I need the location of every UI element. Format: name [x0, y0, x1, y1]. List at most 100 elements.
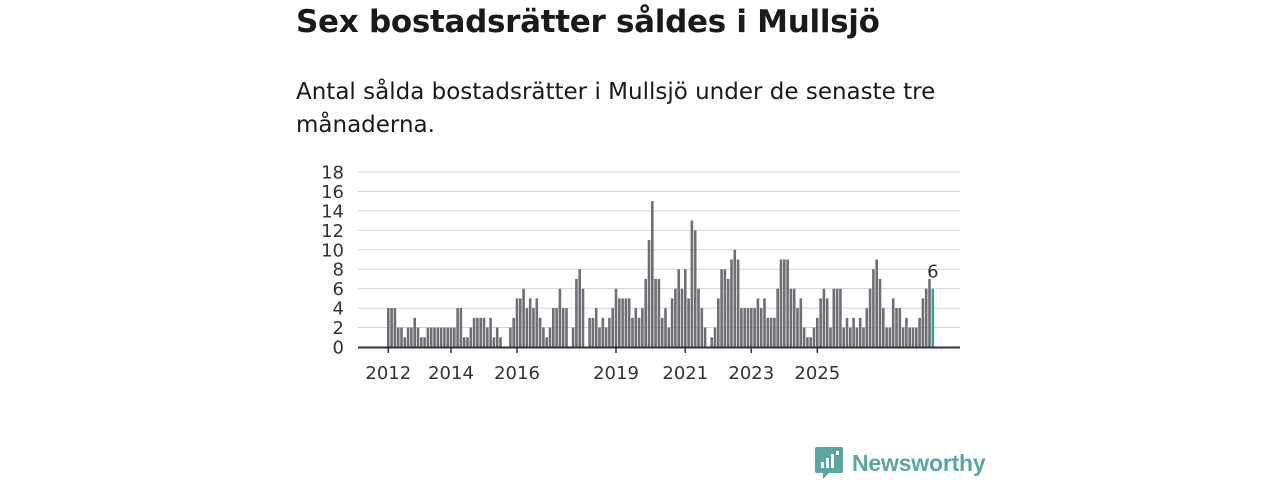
- y-tick-label: 0: [333, 338, 344, 359]
- bar: [690, 220, 694, 347]
- bar: [472, 317, 476, 347]
- bar: [624, 298, 628, 347]
- bar: [528, 298, 532, 347]
- bar: [822, 288, 826, 347]
- x-tick-label: 2021: [662, 363, 708, 384]
- bar: [740, 308, 743, 347]
- bar: [495, 327, 499, 347]
- bar: [578, 269, 581, 347]
- bar: [618, 298, 621, 347]
- bar: [561, 308, 565, 347]
- bar: [581, 288, 585, 347]
- bar: [449, 327, 453, 347]
- bar: [736, 259, 740, 347]
- bar: [535, 298, 539, 347]
- bar: [387, 308, 390, 347]
- bar: [416, 327, 420, 347]
- bar: [621, 298, 624, 347]
- bar: [393, 308, 397, 347]
- bar: [647, 240, 651, 347]
- bar: [733, 249, 737, 347]
- bar: [710, 337, 713, 347]
- bar: [750, 308, 753, 347]
- newsworthy-logo: Newsworthy: [814, 446, 986, 480]
- bar: [717, 298, 720, 347]
- bar: [885, 327, 888, 347]
- bar: [898, 308, 902, 347]
- bar: [915, 327, 918, 347]
- bar: [608, 317, 611, 347]
- y-tick-label: 2: [333, 318, 344, 339]
- bar: [677, 269, 680, 347]
- bar: [792, 288, 796, 347]
- bar: [410, 327, 413, 347]
- bar: [601, 317, 605, 347]
- bar: [921, 298, 925, 347]
- bar: [664, 308, 667, 347]
- bar: [476, 317, 479, 347]
- y-tick-label: 18: [321, 163, 344, 184]
- bar: [614, 288, 618, 347]
- bar: [924, 288, 928, 347]
- bar: [839, 288, 842, 347]
- bar: [439, 327, 443, 347]
- bar-series: [387, 201, 935, 347]
- bar: [515, 298, 519, 347]
- bar: [753, 308, 756, 347]
- bar: [552, 308, 555, 347]
- bar: [598, 327, 601, 347]
- bar: [832, 288, 836, 347]
- bar: [654, 278, 657, 347]
- bar: [657, 278, 661, 347]
- bar: [865, 308, 869, 347]
- bar: [789, 288, 793, 347]
- bar: [868, 288, 872, 347]
- bar: [700, 308, 704, 347]
- bar: [492, 337, 496, 347]
- bar: [697, 288, 700, 347]
- y-tick-label: 14: [321, 201, 344, 222]
- bar: [429, 327, 433, 347]
- bar: [469, 327, 473, 347]
- chart-subtitle: Antal sålda bostadsrätter i Mullsjö unde…: [296, 79, 936, 138]
- bar: [703, 327, 707, 347]
- bar: [482, 317, 486, 347]
- bar: [390, 308, 393, 347]
- bar: [525, 308, 529, 347]
- bar: [878, 278, 882, 347]
- bar: [571, 327, 575, 347]
- y-tick-label: 12: [321, 221, 344, 242]
- bar: [809, 337, 812, 347]
- bar: [545, 337, 548, 347]
- bar: [759, 308, 763, 347]
- bar: [829, 327, 832, 347]
- bar: [684, 269, 687, 347]
- bar: [575, 278, 578, 347]
- bar: [911, 327, 915, 347]
- bar: [849, 327, 852, 347]
- bar: [862, 327, 865, 347]
- bar: [723, 269, 727, 347]
- bar: [403, 337, 407, 347]
- bar: [611, 308, 614, 347]
- bar: [670, 298, 674, 347]
- bar: [928, 278, 931, 347]
- bar: [786, 259, 789, 347]
- bar: [905, 317, 908, 347]
- bar: [558, 288, 562, 347]
- x-tick-label: 2014: [428, 363, 474, 384]
- bar: [746, 308, 750, 347]
- bar: [812, 327, 816, 347]
- x-tick-label: 2019: [593, 363, 639, 384]
- bar: [674, 288, 677, 347]
- bar: [594, 308, 598, 347]
- bar: [756, 298, 760, 347]
- bar: [565, 308, 568, 347]
- x-tick-label: 2016: [494, 363, 540, 384]
- bar: [875, 259, 878, 347]
- newsworthy-logo-icon: [815, 447, 843, 479]
- bar: [509, 327, 512, 347]
- x-tick-label: 2012: [365, 363, 411, 384]
